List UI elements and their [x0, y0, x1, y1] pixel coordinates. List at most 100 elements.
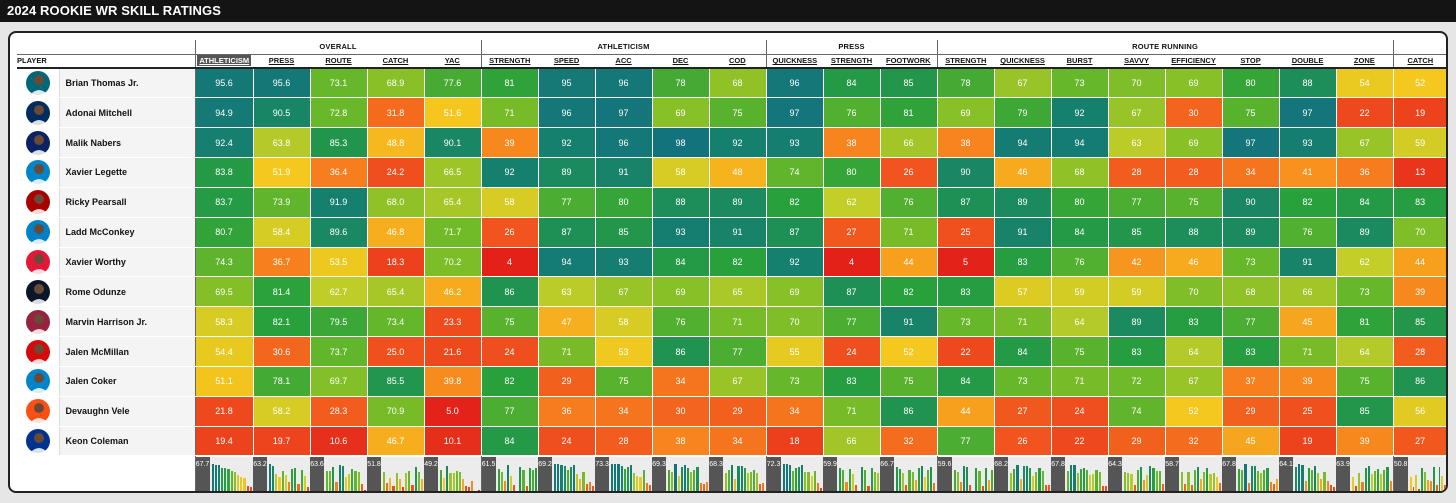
distribution-bar	[1104, 486, 1108, 491]
distribution-bar	[794, 468, 798, 491]
rating-cell-catch: 52	[1392, 68, 1446, 99]
column-header-catch-3[interactable]: CATCH	[367, 54, 424, 69]
player-row[interactable]: Jalen McMillan 54.4 30.6 73.7 25.0 21.6 24 71 53…	[17, 336, 1446, 367]
rating-cell-acc: 53	[595, 336, 653, 367]
column-header-athleticism-0[interactable]: ATHLETICISM	[194, 54, 253, 69]
column-header-acc-7[interactable]: ACC	[595, 54, 653, 69]
distribution-bar	[303, 475, 306, 491]
column-header-strength-5[interactable]: STRENGTH	[480, 54, 539, 69]
rating-cell-savvy: 70	[1108, 68, 1166, 99]
player-row[interactable]: Marvin Harrison Jr. 58.3 82.1 79.5 73.4 23.3 7…	[17, 306, 1446, 338]
rating-cell-dec: 78	[652, 68, 710, 99]
column-header-quickness-10[interactable]: QUICKNESS	[765, 54, 824, 69]
column-average-badge: 63.2	[253, 456, 267, 491]
player-row[interactable]: Adonai Mitchell 94.9 90.5 72.8 31.8 51.6 71 96 9…	[17, 97, 1446, 129]
player-row[interactable]: Ricky Pearsall 83.7 73.9 91.9 68.0 65.4 58 77 80…	[17, 187, 1446, 218]
distribution-sparkline: 67.8	[1051, 456, 1109, 491]
rating-cell-yac: 5.0	[424, 396, 482, 427]
distribution-sparkline: 63.6	[310, 456, 367, 491]
distribution-bar	[969, 485, 972, 491]
distribution-bar	[294, 468, 297, 491]
rating-cell-dec: 34	[652, 366, 710, 397]
distribution-bar	[668, 469, 671, 491]
rating-cell-zone: 54	[1336, 68, 1394, 99]
player-row[interactable]: Brian Thomas Jr. 95.6 95.6 73.1 68.9 77.6 81 95…	[17, 68, 1446, 99]
distribution-bar	[702, 483, 705, 491]
column-header-dec-8[interactable]: DEC	[652, 54, 710, 69]
column-distribution-athleticism-0: 67.7	[194, 455, 253, 491]
player-column-header[interactable]: PLAYER	[17, 54, 195, 69]
distribution-bar	[753, 469, 756, 491]
rating-cell-double: 66	[1279, 276, 1337, 308]
column-header-efficiency-17[interactable]: EFFICIENCY	[1165, 54, 1223, 69]
distribution-bar	[417, 471, 420, 491]
rating-cell-press: 81.4	[253, 276, 311, 308]
column-header-yac-4[interactable]: YAC	[424, 54, 482, 69]
rating-cell-route: 69.7	[310, 366, 368, 397]
rating-cell-press: 51.9	[253, 157, 311, 188]
rating-cell-savvy: 85	[1108, 217, 1166, 248]
distribution-bar	[611, 464, 614, 491]
player-row[interactable]: Rome Odunze 69.5 81.4 62.7 65.4 46.2 86 63 67 69 6…	[17, 276, 1446, 308]
distribution-bar	[1383, 470, 1386, 491]
player-row[interactable]: Ladd McConkey 80.7 58.4 89.6 46.8 71.7 26 87 85 9…	[17, 217, 1446, 248]
player-row[interactable]: Xavier Legette 83.8 51.9 36.4 24.2 66.5 92 89 91…	[17, 157, 1446, 188]
column-header-speed-6[interactable]: SPEED	[538, 54, 596, 69]
distribution-bar	[1070, 465, 1073, 491]
distribution-bar	[626, 467, 629, 491]
rating-cell-strength: 25	[936, 217, 995, 248]
column-header-strength-11[interactable]: STRENGTH	[823, 54, 881, 69]
column-header-quickness-14[interactable]: QUICKNESS	[994, 54, 1052, 69]
rating-cell-savvy: 29	[1108, 426, 1166, 457]
distribution-bar	[509, 475, 513, 491]
distribution-bar	[671, 472, 674, 491]
rating-cell-burst: 59	[1051, 276, 1109, 308]
distribution-bar	[534, 467, 537, 491]
distribution-bar	[1380, 473, 1383, 491]
distribution-bar	[743, 468, 746, 491]
column-header-cod-9[interactable]: COD	[709, 54, 767, 69]
distribution-bar	[458, 471, 461, 491]
distribution-bar	[284, 475, 287, 491]
column-header-strength-13[interactable]: STRENGTH	[936, 54, 995, 69]
column-header-double-19[interactable]: DOUBLE	[1279, 54, 1337, 69]
rating-cell-acc: 75	[595, 366, 653, 397]
rating-cell-strength: 84	[480, 426, 539, 457]
column-header-route-2[interactable]: ROUTE	[310, 54, 367, 69]
rating-cell-zone: 67	[1336, 127, 1394, 159]
distribution-bar	[981, 486, 984, 491]
column-header-zone-20[interactable]: ZONE	[1336, 54, 1394, 69]
column-header-burst-15[interactable]: BURST	[1051, 54, 1109, 69]
column-header-catch-21[interactable]: CATCH	[1392, 54, 1446, 69]
rating-cell-athleticism: 94.9	[194, 97, 254, 129]
column-header-label: ROUTE	[325, 56, 352, 66]
column-header-footwork-12[interactable]: FOOTWORK	[880, 54, 938, 69]
rating-cell-quickness: 69	[765, 276, 824, 308]
distribution-bar	[1310, 470, 1313, 491]
summary-row: 67.7 63.2 63.6 51.8 49.2 61.5 69.2 73.3 69.3 68.3…	[17, 455, 1446, 491]
column-average-value: 49.2	[424, 460, 438, 468]
column-header-press-1[interactable]: PRESS	[253, 54, 310, 69]
page-title: 2024 ROOKIE WR SKILL RATINGS	[0, 0, 1456, 22]
distribution-bar	[813, 471, 816, 491]
distribution-bar	[516, 490, 519, 491]
player-row[interactable]: Xavier Worthy 74.3 36.7 53.5 18.3 70.2 4 94 93 84…	[17, 247, 1446, 278]
distribution-bar	[917, 468, 920, 491]
rating-cell-cod: 91	[709, 217, 767, 248]
rating-cell-acc: 91	[595, 157, 653, 188]
ratings-table: OVERALL ATHLETICISM PRESS ROUTE RUNNING PLA…	[17, 40, 1446, 491]
player-row[interactable]: Malik Nabers 92.4 63.8 85.3 48.8 90.1 39 92 96 98…	[17, 127, 1446, 159]
rating-cell-athleticism: 95.6	[194, 68, 254, 99]
player-name: Xavier Legette	[59, 157, 196, 188]
rating-cell-quickness: 73	[994, 366, 1052, 397]
rating-cell-burst: 22	[1051, 426, 1109, 457]
player-row[interactable]: Jalen Coker 51.1 78.1 69.7 85.5 39.8 82 29 75 34 6…	[17, 366, 1446, 397]
rating-cell-savvy: 74	[1108, 396, 1166, 427]
rating-cell-savvy: 67	[1108, 97, 1166, 129]
distribution-sparkline: 50.8	[1394, 456, 1446, 491]
player-row[interactable]: Devaughn Vele 21.8 58.2 28.3 70.9 5.0 77 36 34 30…	[17, 396, 1446, 427]
rating-cell-strength: 5	[936, 247, 995, 278]
column-header-stop-18[interactable]: STOP	[1222, 54, 1280, 69]
column-header-savvy-16[interactable]: SAVVY	[1108, 54, 1166, 69]
player-row[interactable]: Keon Coleman 19.4 19.7 10.6 46.7 10.1 84 24 28 38…	[17, 426, 1446, 457]
